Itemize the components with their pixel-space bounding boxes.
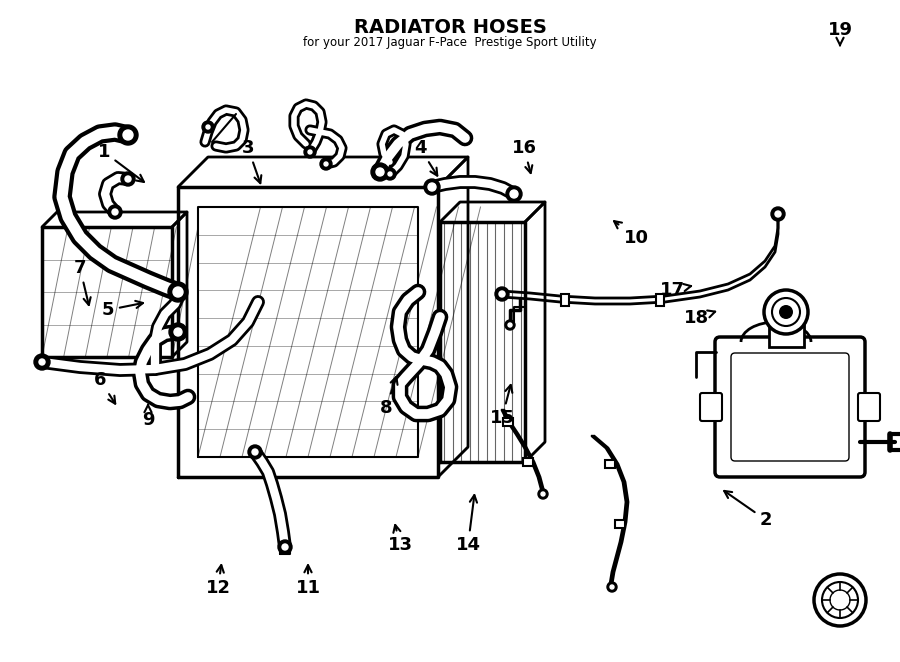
FancyBboxPatch shape xyxy=(715,337,865,477)
Text: 2: 2 xyxy=(724,491,772,529)
Circle shape xyxy=(202,121,214,133)
Circle shape xyxy=(118,125,138,145)
Text: 10: 10 xyxy=(614,221,649,247)
Circle shape xyxy=(34,354,50,370)
FancyBboxPatch shape xyxy=(858,393,880,421)
Circle shape xyxy=(248,445,262,459)
Text: 6: 6 xyxy=(94,371,115,404)
Circle shape xyxy=(428,183,436,191)
Text: 13: 13 xyxy=(388,525,412,554)
Circle shape xyxy=(320,158,332,170)
Circle shape xyxy=(371,163,389,181)
Bar xyxy=(561,294,569,306)
Bar xyxy=(605,460,615,468)
Circle shape xyxy=(169,323,187,341)
Bar xyxy=(615,520,625,528)
Text: for your 2017 Jaguar F-Pace  Prestige Sport Utility: for your 2017 Jaguar F-Pace Prestige Spo… xyxy=(303,36,597,49)
Circle shape xyxy=(775,211,781,217)
Circle shape xyxy=(112,209,118,215)
Circle shape xyxy=(607,582,617,592)
Circle shape xyxy=(121,172,135,186)
Text: 17: 17 xyxy=(660,281,691,299)
Circle shape xyxy=(173,287,183,297)
Circle shape xyxy=(108,205,122,219)
Circle shape xyxy=(252,449,258,455)
Circle shape xyxy=(538,489,548,499)
Text: 7: 7 xyxy=(74,259,91,305)
Circle shape xyxy=(771,207,785,221)
Circle shape xyxy=(424,179,440,195)
Circle shape xyxy=(376,168,384,176)
Circle shape xyxy=(384,168,396,180)
Circle shape xyxy=(779,305,793,319)
Circle shape xyxy=(610,585,614,589)
Text: 9: 9 xyxy=(142,404,154,429)
Circle shape xyxy=(324,162,328,166)
Circle shape xyxy=(125,176,131,182)
Circle shape xyxy=(278,540,292,554)
Text: 1: 1 xyxy=(98,143,144,182)
Text: 11: 11 xyxy=(295,565,320,597)
Circle shape xyxy=(506,186,522,202)
Circle shape xyxy=(308,150,312,154)
FancyBboxPatch shape xyxy=(700,393,722,421)
Circle shape xyxy=(123,130,133,140)
Text: 4: 4 xyxy=(414,139,437,175)
Circle shape xyxy=(508,323,512,327)
Circle shape xyxy=(282,544,288,550)
Circle shape xyxy=(206,125,210,129)
Circle shape xyxy=(764,290,808,334)
Bar xyxy=(769,312,804,347)
Text: 18: 18 xyxy=(683,309,716,327)
Text: 3: 3 xyxy=(242,139,261,183)
Text: 14: 14 xyxy=(455,495,481,554)
Text: 5: 5 xyxy=(102,301,143,319)
Circle shape xyxy=(39,359,45,365)
Text: 15: 15 xyxy=(490,385,515,427)
Bar xyxy=(656,294,664,306)
Circle shape xyxy=(388,172,392,176)
Bar xyxy=(523,458,533,466)
Circle shape xyxy=(814,574,866,626)
Circle shape xyxy=(304,146,316,158)
Circle shape xyxy=(495,287,509,301)
Circle shape xyxy=(505,320,515,330)
Text: 19: 19 xyxy=(827,21,852,45)
Text: 8: 8 xyxy=(380,377,398,417)
Bar xyxy=(503,418,513,426)
Circle shape xyxy=(510,190,518,198)
Circle shape xyxy=(168,282,188,302)
Circle shape xyxy=(541,492,545,496)
Circle shape xyxy=(499,291,505,297)
Text: RADIATOR HOSES: RADIATOR HOSES xyxy=(354,18,546,37)
Circle shape xyxy=(174,328,182,336)
Text: 12: 12 xyxy=(205,565,230,597)
Text: 16: 16 xyxy=(511,139,536,173)
